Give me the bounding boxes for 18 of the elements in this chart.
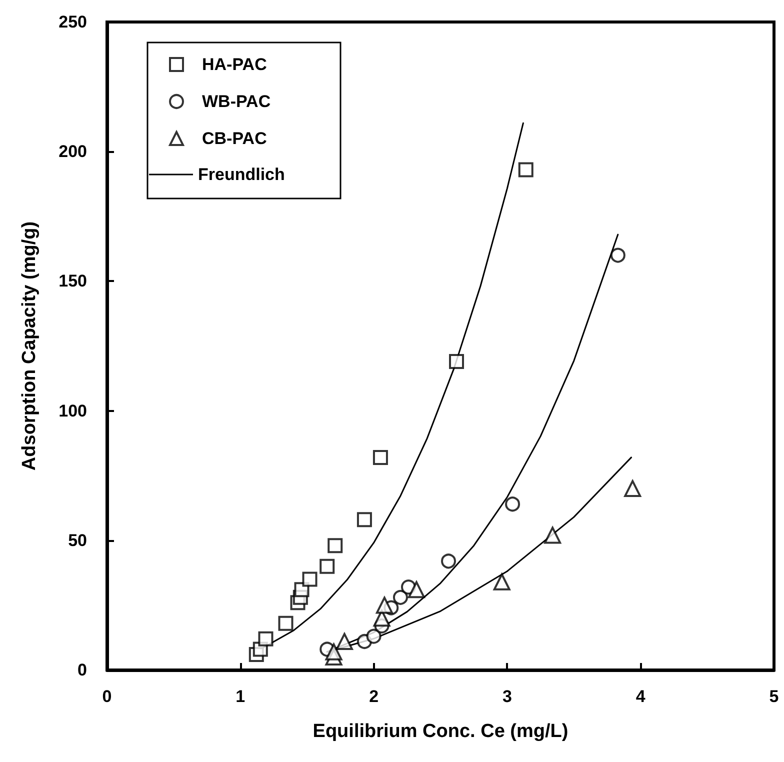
- x-tick-label: 3: [502, 687, 512, 706]
- y-tick-label: 50: [68, 530, 87, 550]
- x-axis-title: Equilibrium Conc. Ce (mg/L): [312, 721, 568, 742]
- x-tick-label: 4: [636, 687, 646, 706]
- y-tick-label: 200: [58, 142, 87, 162]
- legend-label: CB-PAC: [202, 129, 267, 148]
- y-tick-label: 150: [58, 272, 87, 291]
- x-tick-label: 1: [236, 687, 246, 706]
- legend-label: Freundlich: [198, 165, 285, 184]
- legend-label: WB-PAC: [202, 92, 271, 111]
- y-tick-label: 250: [58, 12, 87, 32]
- y-tick-label: 0: [78, 660, 87, 680]
- y-axis-title: Adsorption Capacity (mg/g): [19, 221, 40, 471]
- x-tick-label: 0: [102, 687, 112, 706]
- y-tick-label: 100: [58, 401, 87, 420]
- legend-label: HA-PAC: [202, 55, 267, 74]
- x-tick-label: 2: [369, 687, 379, 706]
- x-tick-label: 5: [769, 687, 779, 706]
